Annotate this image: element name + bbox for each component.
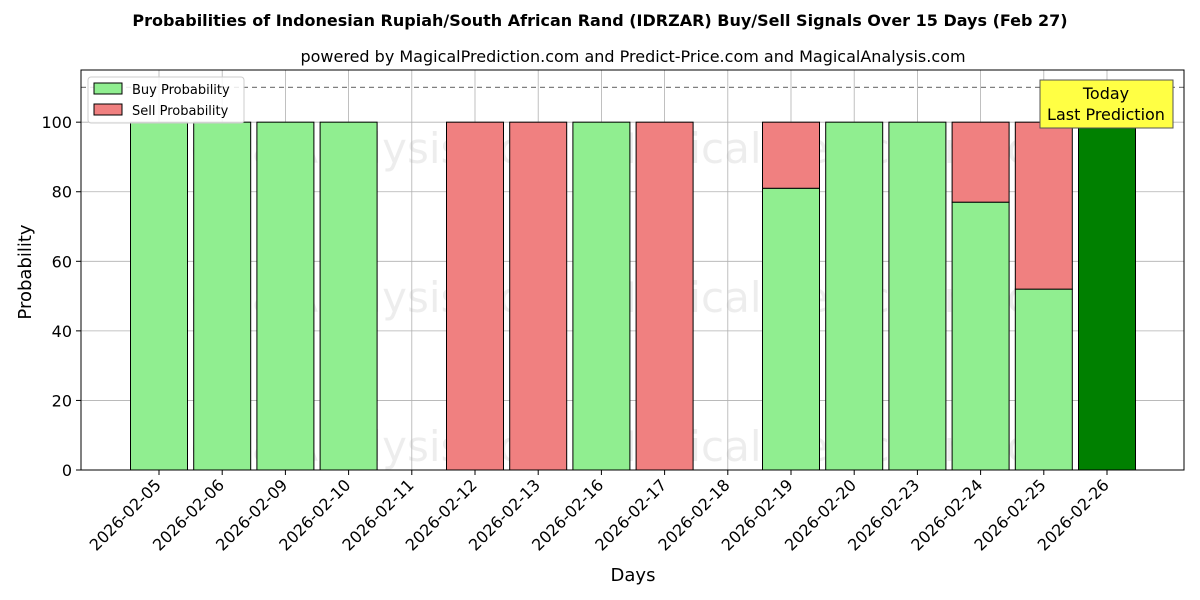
bar-sell-2026-02-13 (509, 121, 568, 471)
bar-buy-2026-02-10 (319, 121, 378, 471)
bar-buy-2026-02-09 (256, 121, 315, 471)
x-axis-label: Days (611, 565, 656, 586)
legend-label-sell: Sell Probability (132, 104, 229, 119)
legend-label-buy: Buy Probability (132, 83, 230, 98)
y-axis-label: Probability (15, 224, 36, 319)
today-label: Today (1082, 84, 1129, 103)
y-tick-label: 20 (52, 391, 72, 410)
last-prediction-label: Last Prediction (1047, 105, 1165, 124)
legend-swatch-sell (93, 103, 123, 116)
bar-sell-2026-02-17 (635, 121, 694, 471)
y-axis: 0 20 40 60 80 100 (41, 113, 81, 480)
bars-layer (130, 121, 1136, 471)
chart-title: Probabilities of Indonesian Rupiah/South… (132, 11, 1067, 30)
today-annotation: Today Last Prediction (1039, 79, 1174, 129)
x-axis: 2026-02-052026-02-062026-02-092026-02-10… (86, 470, 1113, 555)
bar-buy-2026-02-06 (193, 121, 252, 471)
legend-box (87, 76, 245, 124)
plot-frame (80, 69, 1185, 471)
bar-buy-2026-02-26 (1078, 121, 1136, 471)
bar-buy-2026-02-19 (762, 187, 820, 471)
bar-buy-2026-02-25 (1014, 288, 1073, 471)
y-tick-label: 0 (62, 461, 72, 480)
bar-buy-2026-02-23 (888, 121, 947, 471)
y-tick-label: 80 (52, 183, 72, 202)
bar-sell-2026-02-19 (762, 121, 820, 189)
bar-sell-2026-02-25 (1014, 121, 1073, 290)
today-box (1039, 79, 1174, 129)
chart-subtitle: powered by MagicalPrediction.com and Pre… (300, 47, 965, 66)
legend: Buy Probability Sell Probability (87, 76, 245, 124)
bar-sell-2026-02-12 (446, 121, 504, 471)
y-tick-label: 40 (52, 322, 72, 341)
bar-buy-2026-02-20 (825, 121, 884, 471)
bar-buy-2026-02-24 (951, 201, 1010, 471)
legend-swatch-buy (93, 82, 123, 95)
y-tick-label: 100 (41, 113, 72, 132)
bar-buy-2026-02-05 (130, 121, 188, 471)
y-tick-label: 60 (52, 252, 72, 271)
bar-sell-2026-02-24 (951, 121, 1010, 203)
bar-buy-2026-02-16 (572, 121, 631, 471)
